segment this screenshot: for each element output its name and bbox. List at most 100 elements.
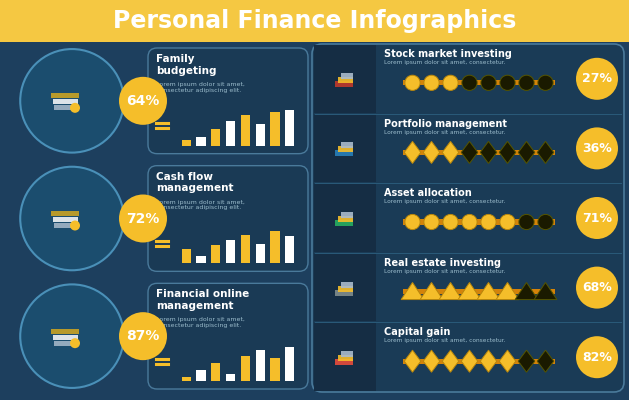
Polygon shape	[423, 141, 440, 164]
Circle shape	[538, 75, 553, 90]
Bar	[335, 220, 353, 226]
Polygon shape	[404, 141, 421, 164]
Polygon shape	[518, 141, 535, 164]
Circle shape	[20, 167, 124, 270]
Circle shape	[443, 214, 458, 230]
Text: Lorem ipsum dolor sit amet, consectetur.: Lorem ipsum dolor sit amet, consectetur.	[384, 269, 506, 274]
Bar	[51, 93, 79, 98]
Text: 82%: 82%	[582, 351, 612, 364]
Polygon shape	[534, 282, 557, 300]
Polygon shape	[499, 141, 516, 164]
Bar	[226, 120, 235, 146]
Bar	[196, 137, 206, 146]
FancyBboxPatch shape	[0, 0, 629, 42]
Polygon shape	[477, 282, 500, 300]
Bar	[52, 99, 77, 104]
Polygon shape	[499, 350, 516, 372]
Circle shape	[576, 197, 618, 239]
Bar	[285, 347, 294, 381]
Bar	[196, 256, 206, 263]
Bar	[335, 150, 353, 156]
Bar	[241, 356, 250, 381]
Bar	[52, 335, 77, 340]
Text: 87%: 87%	[126, 329, 160, 343]
Text: Capital gain: Capital gain	[384, 327, 450, 338]
Text: Stock market investing: Stock market investing	[384, 49, 512, 59]
Text: Lorem ipsum dolor sit amet, consectetur.: Lorem ipsum dolor sit amet, consectetur.	[384, 130, 506, 134]
Polygon shape	[480, 350, 497, 372]
Text: Portfolio management: Portfolio management	[384, 119, 507, 129]
Bar	[314, 115, 376, 182]
Circle shape	[405, 214, 420, 230]
Polygon shape	[496, 282, 519, 300]
Bar	[314, 45, 376, 113]
Bar	[341, 212, 353, 218]
Bar	[341, 282, 353, 288]
Text: Lorem ipsum dolor sit amet,
consectetur adipiscing elit.: Lorem ipsum dolor sit amet, consectetur …	[156, 82, 245, 93]
Text: Personal Finance Infographics: Personal Finance Infographics	[113, 9, 516, 33]
Polygon shape	[442, 350, 459, 372]
Polygon shape	[518, 350, 535, 372]
Bar	[403, 219, 555, 225]
Circle shape	[500, 214, 515, 230]
Circle shape	[405, 75, 420, 90]
Circle shape	[119, 312, 167, 360]
Bar	[255, 124, 265, 146]
Bar	[211, 245, 220, 263]
Circle shape	[576, 336, 618, 378]
Bar	[270, 358, 279, 381]
Text: 68%: 68%	[582, 281, 612, 294]
Bar	[211, 363, 220, 381]
Circle shape	[462, 75, 477, 90]
Bar	[338, 355, 353, 361]
Bar	[341, 73, 353, 79]
Text: 72%: 72%	[126, 212, 160, 226]
Bar	[314, 254, 376, 321]
Bar	[211, 130, 220, 146]
Text: Lorem ipsum dolor sit amet,
consectetur adipiscing elit.: Lorem ipsum dolor sit amet, consectetur …	[156, 317, 245, 328]
Bar	[403, 150, 555, 155]
Circle shape	[20, 284, 124, 388]
Bar	[196, 370, 206, 381]
Bar	[270, 231, 279, 263]
Circle shape	[20, 49, 124, 153]
Circle shape	[462, 214, 477, 230]
Polygon shape	[439, 282, 462, 300]
Bar	[335, 81, 353, 87]
Polygon shape	[423, 350, 440, 372]
Bar	[338, 286, 353, 292]
Circle shape	[70, 338, 80, 348]
Bar	[314, 184, 376, 252]
Bar	[51, 329, 79, 334]
Circle shape	[481, 75, 496, 90]
Polygon shape	[404, 350, 421, 372]
Bar	[52, 217, 77, 222]
Bar	[270, 112, 279, 146]
Circle shape	[70, 220, 80, 230]
FancyBboxPatch shape	[148, 48, 308, 154]
Bar	[255, 244, 265, 263]
Bar	[335, 359, 353, 365]
Bar	[338, 216, 353, 222]
Circle shape	[538, 214, 553, 230]
Bar	[182, 378, 191, 381]
Text: 36%: 36%	[582, 142, 612, 155]
Bar	[241, 115, 250, 146]
FancyBboxPatch shape	[312, 44, 624, 392]
Circle shape	[500, 75, 515, 90]
Bar	[338, 77, 353, 83]
Text: Lorem ipsum dolor sit amet,
consectetur adipiscing elit.: Lorem ipsum dolor sit amet, consectetur …	[156, 200, 245, 210]
Circle shape	[576, 127, 618, 170]
Bar	[403, 80, 555, 86]
Polygon shape	[515, 282, 538, 300]
Text: Lorem ipsum dolor sit amet, consectetur.: Lorem ipsum dolor sit amet, consectetur.	[384, 60, 506, 65]
Text: 27%: 27%	[582, 72, 612, 85]
Polygon shape	[401, 282, 424, 300]
Bar	[285, 110, 294, 146]
Circle shape	[443, 75, 458, 90]
FancyBboxPatch shape	[148, 166, 308, 271]
Circle shape	[70, 103, 80, 113]
Bar	[341, 351, 353, 357]
Polygon shape	[442, 141, 459, 164]
Text: Financial online
management: Financial online management	[156, 289, 249, 311]
